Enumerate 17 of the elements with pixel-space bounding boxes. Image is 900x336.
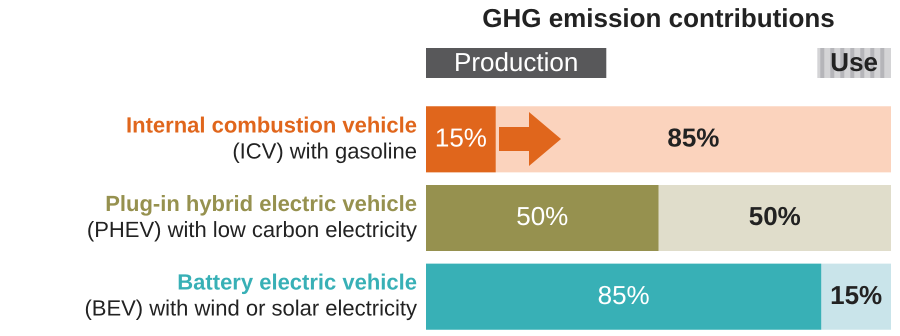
bar <box>496 106 891 172</box>
data-label: 85% <box>667 122 720 153</box>
y-tick-label: Plug-in hybrid electric vehicle (PHEV) with low carbon electricity <box>86 191 417 242</box>
bar <box>426 106 496 172</box>
y-tick-label: Internal combustion vehicle (ICV) with gasoline <box>126 112 417 164</box>
y-tick-label: Battery electric vehicle (BEV) with wind or solar electricity <box>84 270 417 321</box>
series-label: Production <box>454 47 578 78</box>
data-label: 50% <box>516 201 568 232</box>
chart-title: GHG emission contributions <box>482 3 835 34</box>
bar <box>426 184 658 252</box>
data-label: 15% <box>434 122 487 153</box>
bar <box>658 184 891 252</box>
bar <box>426 264 822 330</box>
series-label: Use <box>830 47 878 78</box>
data-label: 50% <box>748 201 801 232</box>
data-label: 85% <box>598 280 650 310</box>
data-label: 15% <box>830 280 882 310</box>
